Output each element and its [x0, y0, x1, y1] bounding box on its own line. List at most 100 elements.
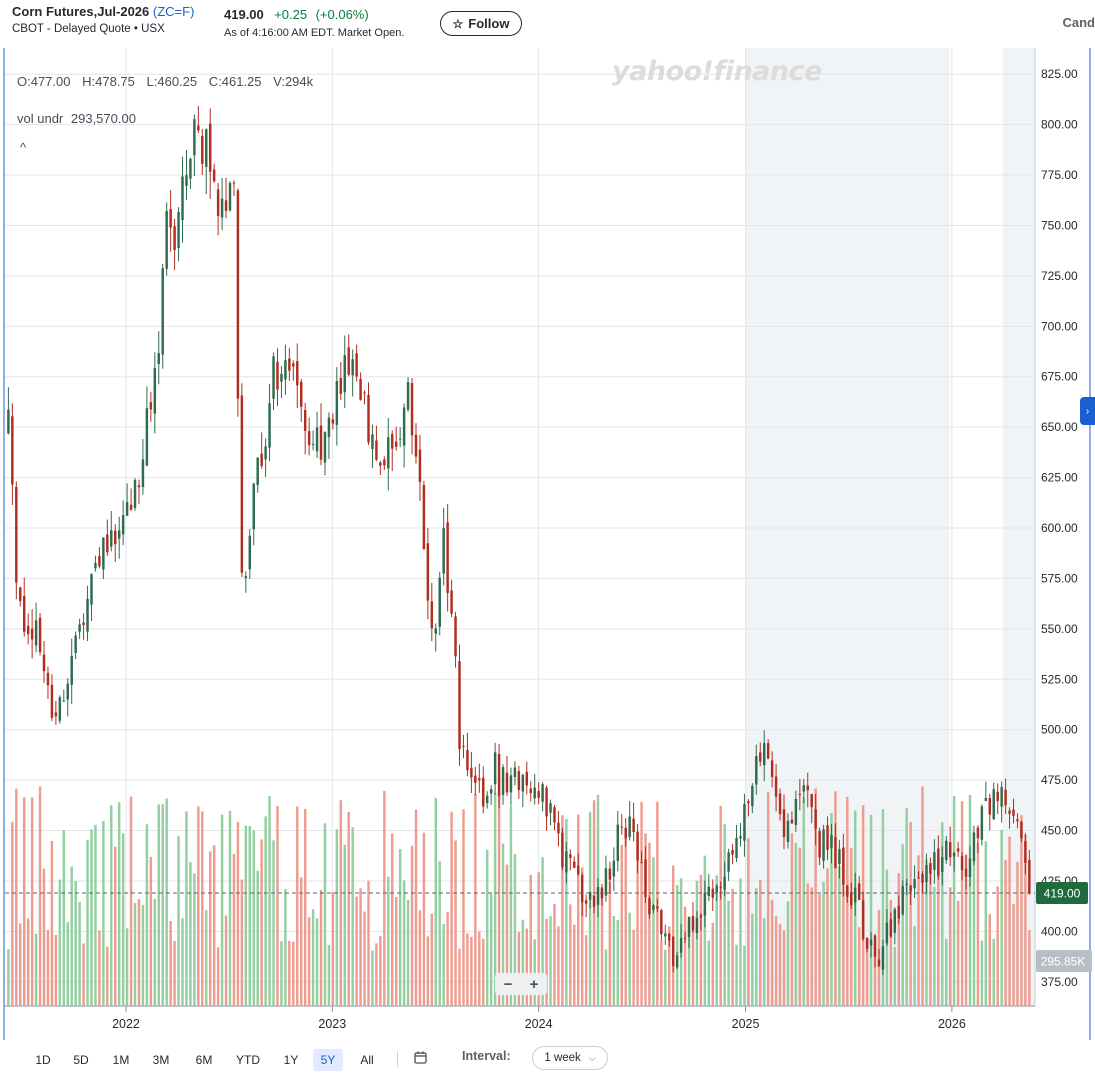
candle-body[interactable] — [604, 868, 608, 896]
candle-body[interactable] — [984, 797, 988, 801]
candle-body[interactable] — [355, 353, 358, 377]
candle-body[interactable] — [794, 798, 798, 825]
candle-body[interactable] — [256, 457, 259, 486]
candle-body[interactable] — [592, 895, 596, 907]
candle-body[interactable] — [679, 937, 683, 953]
candle-body[interactable] — [652, 905, 655, 910]
candle-body[interactable] — [307, 431, 311, 446]
candle-body[interactable] — [276, 361, 279, 390]
candle-body[interactable] — [410, 383, 414, 436]
candle-body[interactable] — [596, 886, 600, 905]
candle-body[interactable] — [482, 777, 485, 807]
candle-body[interactable] — [347, 347, 350, 375]
candle-body[interactable] — [216, 189, 220, 216]
range-button-1d[interactable]: 1D — [35, 1053, 51, 1067]
range-button-1m[interactable]: 1M — [112, 1053, 130, 1067]
candle-body[interactable] — [1028, 859, 1031, 894]
calendar-icon[interactable] — [414, 1051, 427, 1064]
candle-body[interactable] — [30, 628, 34, 640]
candle-body[interactable] — [739, 836, 742, 839]
range-button-6m[interactable]: 6M — [195, 1053, 213, 1067]
candle-body[interactable] — [921, 874, 924, 883]
candle-body[interactable] — [280, 373, 283, 382]
candle-body[interactable] — [778, 793, 782, 815]
candle-body[interactable] — [648, 898, 651, 915]
candle-body[interactable] — [790, 819, 794, 824]
candle-body[interactable] — [557, 822, 560, 834]
candle-body[interactable] — [497, 753, 501, 796]
zoom-in-button[interactable]: + — [529, 975, 539, 993]
candle-body[interactable] — [956, 848, 960, 852]
candle-body[interactable] — [205, 129, 208, 167]
candle-body[interactable] — [414, 434, 418, 457]
candle-body[interactable] — [177, 211, 180, 249]
candle-body[interactable] — [86, 598, 89, 632]
candle-body[interactable] — [394, 441, 398, 447]
zoom-out-button[interactable]: − — [503, 975, 513, 993]
candle-body[interactable] — [363, 392, 366, 394]
range-button-3m[interactable]: 3M — [152, 1053, 170, 1067]
candle-body[interactable] — [458, 661, 461, 750]
candle-body[interactable] — [402, 407, 406, 446]
candle-body[interactable] — [972, 832, 976, 862]
candle-body[interactable] — [383, 459, 386, 466]
candle-body[interactable] — [988, 797, 992, 815]
volume-indicator-legend[interactable]: vol undr 293,570.00 — [17, 111, 136, 126]
candle-body[interactable] — [624, 827, 627, 839]
candle-body[interactable] — [755, 756, 758, 785]
candle-body[interactable] — [545, 787, 548, 817]
candle-body[interactable] — [181, 176, 184, 221]
candle-body[interactable] — [70, 655, 73, 685]
candle-body[interactable] — [161, 268, 164, 355]
collapse-legend-icon[interactable]: ^ — [20, 140, 27, 155]
follow-button[interactable]: ☆ Follow — [440, 11, 522, 36]
candle-body[interactable] — [379, 462, 382, 466]
candle-body[interactable] — [992, 789, 995, 820]
candle-body[interactable] — [474, 775, 477, 783]
candle-body[interactable] — [505, 772, 509, 793]
candle-body[interactable] — [830, 835, 833, 848]
candle-body[interactable] — [941, 857, 944, 872]
candle-body[interactable] — [157, 353, 160, 365]
candle-body[interactable] — [331, 419, 335, 424]
candle-body[interactable] — [288, 358, 291, 371]
candle-body[interactable] — [996, 791, 999, 802]
candle-body[interactable] — [106, 534, 109, 553]
candle-body[interactable] — [94, 562, 97, 569]
candle-body[interactable] — [367, 394, 370, 443]
candle-body[interactable] — [826, 825, 829, 850]
candle-body[interactable] — [917, 877, 920, 879]
candle-body[interactable] — [948, 842, 952, 858]
candle-body[interactable] — [26, 625, 30, 635]
candle-body[interactable] — [292, 363, 295, 367]
candle-body[interactable] — [430, 601, 434, 629]
candle-body[interactable] — [493, 752, 497, 785]
candle-body[interactable] — [933, 852, 936, 871]
candle-body[interactable] — [315, 427, 319, 452]
candle-body[interactable] — [937, 848, 940, 876]
candle-body[interactable] — [240, 395, 244, 573]
candle-body[interactable] — [762, 742, 766, 766]
candle-body[interactable] — [584, 900, 588, 904]
candle-body[interactable] — [608, 868, 612, 880]
candle-body[interactable] — [968, 858, 972, 877]
candle-body[interactable] — [114, 530, 117, 545]
candle-body[interactable] — [485, 795, 489, 804]
candle-body[interactable] — [905, 883, 908, 885]
candle-body[interactable] — [201, 136, 204, 165]
candle-body[interactable] — [980, 806, 984, 840]
candle-body[interactable] — [22, 596, 26, 632]
candlestick-chart[interactable]: 825.00 800.00 775.00 750.00 725.00 700.00 675.… — [0, 48, 1095, 1040]
candle-body[interactable] — [426, 543, 430, 601]
candle-body[interactable] — [850, 892, 853, 906]
candle-body[interactable] — [343, 355, 346, 393]
candle-body[interactable] — [695, 917, 699, 934]
range-button-5y[interactable]: 5Y — [313, 1049, 343, 1071]
candle-body[interactable] — [719, 886, 722, 888]
candle-body[interactable] — [945, 840, 948, 861]
candle-body[interactable] — [450, 590, 453, 614]
candle-body[interactable] — [62, 700, 66, 702]
candle-body[interactable] — [7, 409, 10, 434]
interval-dropdown[interactable]: 1 week ⌵ — [532, 1046, 608, 1070]
candle-body[interactable] — [529, 788, 532, 794]
